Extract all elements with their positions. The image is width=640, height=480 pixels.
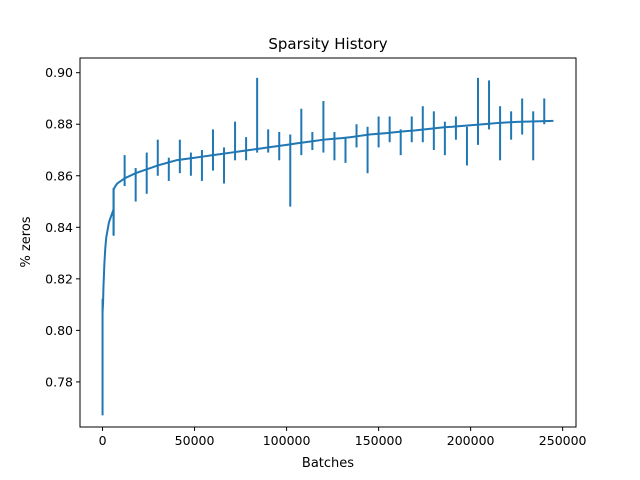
x-tick-label: 150000	[355, 433, 403, 448]
x-axis-label: Batches	[302, 456, 354, 471]
y-tick-label: 0.86	[45, 168, 73, 183]
series-line	[101, 119, 554, 416]
plot-frame	[79, 57, 577, 428]
y-tick-label: 0.80	[45, 323, 73, 338]
x-tick-label: 0	[99, 433, 107, 448]
x-tick-label: 100000	[263, 433, 311, 448]
y-tick-label: 0.82	[45, 271, 73, 286]
y-axis-label: % zeros	[19, 216, 34, 267]
x-tick-label: 50000	[175, 433, 215, 448]
chart-title: Sparsity History	[268, 35, 387, 53]
x-tick-label: 250000	[539, 433, 587, 448]
y-axis: 0.78 0.80 0.82 0.84 0.86 0.88 0.90	[45, 65, 80, 389]
y-tick-label: 0.84	[45, 220, 73, 235]
y-tick-label: 0.78	[45, 374, 73, 389]
y-tick-label: 0.90	[45, 65, 73, 80]
x-tick-label: 200000	[447, 433, 495, 448]
x-axis: 0 50000 100000 150000 200000 250000	[99, 427, 587, 448]
y-tick-label: 0.88	[45, 117, 73, 132]
series-group	[101, 77, 554, 416]
